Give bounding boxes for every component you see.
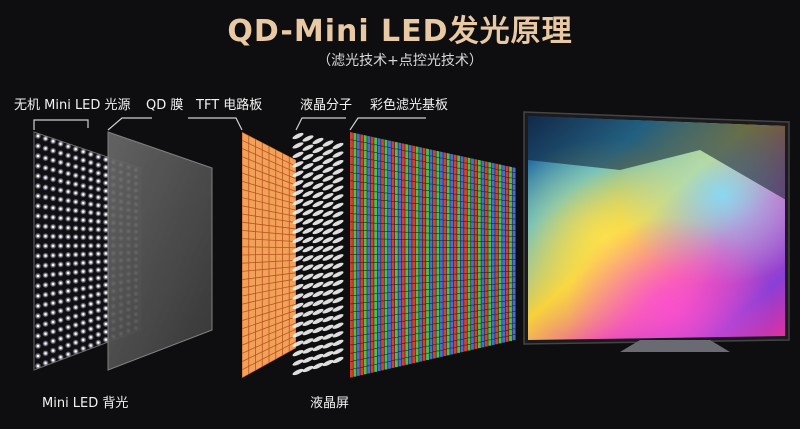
page-subtitle: （滤光技术+点控光技术） xyxy=(317,53,483,69)
leader-line-color-filter xyxy=(349,117,426,131)
qd-film-panel xyxy=(107,131,213,371)
liquid-crystal-molecules xyxy=(292,132,344,376)
label-liquid-crystal: 液晶分子 xyxy=(300,98,353,113)
leader-line-liquid-crystal xyxy=(295,117,346,131)
page-title: QD-Mini LED发光原理 xyxy=(227,14,573,49)
leader-line-backlight xyxy=(33,119,89,130)
label-lcd-panel: 液晶屏 xyxy=(310,396,350,411)
label-mini-led-backlight: Mini LED 背光 xyxy=(42,396,129,411)
tv-display xyxy=(523,111,790,352)
tft-circuit-panel xyxy=(242,132,296,378)
label-backlight-leds: 无机 Mini LED 光源 xyxy=(14,98,131,113)
leader-lines xyxy=(33,117,426,131)
label-qd-film: QD 膜 xyxy=(146,98,184,113)
leader-line-tft xyxy=(188,117,243,131)
leader-line-qd-film xyxy=(107,117,152,131)
led-grid xyxy=(34,132,140,370)
tv-stand xyxy=(620,340,730,352)
color-filter-panel xyxy=(350,132,516,378)
tv-screen-image xyxy=(528,116,785,340)
label-tft-board: TFT 电路板 xyxy=(196,98,263,113)
label-color-filter: 彩色滤光基板 xyxy=(370,98,449,113)
